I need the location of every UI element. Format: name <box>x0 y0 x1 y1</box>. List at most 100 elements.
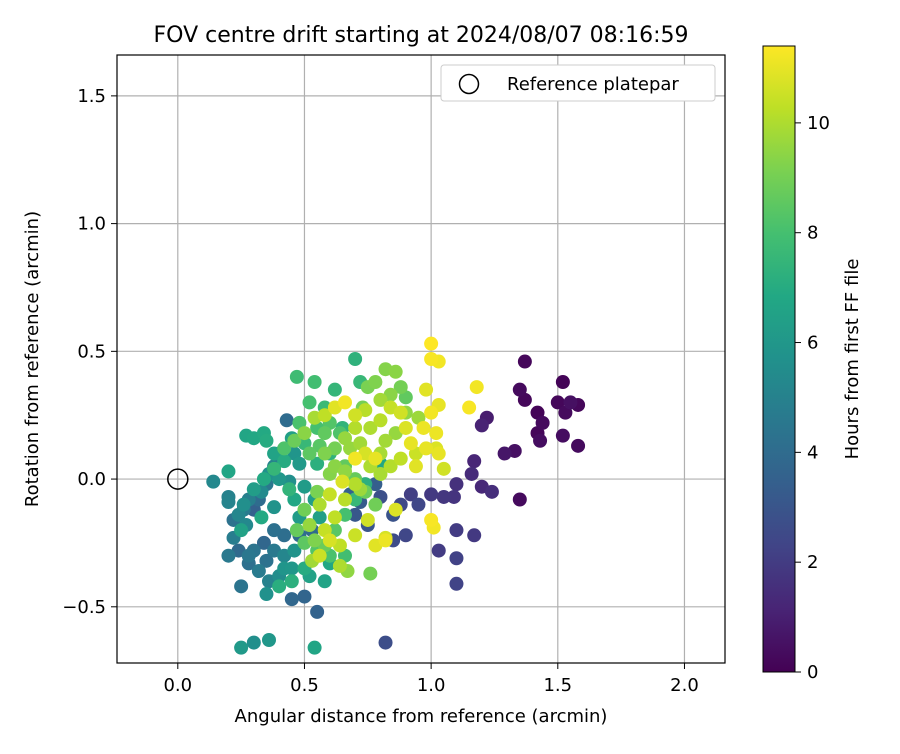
scatter-point <box>322 533 337 548</box>
scatter-point <box>497 446 512 461</box>
x-axis-ticks: 0.0 0.5 1.0 1.5 2.0 <box>163 663 699 696</box>
scatter-point <box>302 518 317 533</box>
scatter-point <box>241 548 256 563</box>
scatter-point <box>416 420 431 435</box>
scatter-point <box>571 438 586 453</box>
scatter-point <box>246 635 261 650</box>
legend-open-circle-icon <box>458 73 480 95</box>
scatter-point <box>512 492 527 507</box>
scatter-point <box>363 566 378 581</box>
scatter-point <box>267 500 282 515</box>
scatter-point <box>555 428 570 443</box>
scatter-point <box>429 426 444 441</box>
colorbar-ticks: 0 2 4 6 8 10 <box>795 113 830 683</box>
scatter-point <box>563 395 578 410</box>
scatter-point <box>332 558 347 573</box>
scatter-point <box>206 474 221 489</box>
scatter-point <box>259 553 274 568</box>
scatter-point <box>234 640 249 655</box>
scatter-point <box>282 482 297 497</box>
scatter-point <box>408 459 423 474</box>
scatter-point <box>317 426 332 441</box>
scatter-point <box>373 466 388 481</box>
scatter-point <box>464 466 479 481</box>
scatter-point <box>517 354 532 369</box>
scatter-point <box>335 474 350 489</box>
plot-frame <box>116 54 726 664</box>
colorbar-tick-label: 4 <box>807 442 818 463</box>
scatter-point <box>307 533 322 548</box>
scatter-point <box>317 574 332 589</box>
scatter-point <box>424 512 439 527</box>
x-axis-label: Angular distance from reference (arcmin) <box>235 706 608 727</box>
colorbar-tick-label: 8 <box>807 223 818 244</box>
y-tick-label: −0.5 <box>62 597 106 618</box>
scatter-point <box>348 408 363 423</box>
scatter-point <box>373 413 388 428</box>
scatter-point <box>449 523 464 538</box>
chart-title: FOV centre drift starting at 2024/08/07 … <box>154 23 689 48</box>
scatter-point <box>424 487 439 502</box>
scatter-point <box>388 502 403 517</box>
scatter-point <box>373 392 388 407</box>
scatter-point <box>297 589 312 604</box>
x-tick-label: 1.0 <box>417 675 446 696</box>
scatter-point <box>383 459 398 474</box>
scatter-point <box>348 352 363 366</box>
scatter-point <box>424 352 439 366</box>
scatter-point <box>449 576 464 591</box>
scatter-point <box>398 528 413 543</box>
scatter-point <box>277 441 292 456</box>
scatter-point <box>419 441 434 456</box>
scatter-point <box>348 507 363 522</box>
scatter-point <box>287 543 302 558</box>
scatter-point <box>338 431 352 446</box>
scatter-point <box>251 564 266 579</box>
y-tick-label: 1.5 <box>77 86 106 107</box>
scatter-point <box>317 446 332 461</box>
scatter-point <box>368 374 383 389</box>
scatter-point <box>419 382 434 397</box>
scatter-point <box>462 400 477 415</box>
scatter-point <box>436 489 451 504</box>
scatter-point <box>393 405 408 420</box>
scatter-point <box>533 433 548 448</box>
scatter-point <box>327 382 342 397</box>
scatter-point <box>234 523 249 538</box>
scatter-point <box>378 433 393 448</box>
y-tick-label: 1.0 <box>77 214 106 235</box>
scatter-point <box>256 472 271 487</box>
scatter-point <box>446 489 461 504</box>
colorbar-gradient <box>762 45 796 673</box>
scatter-point <box>289 523 304 538</box>
scatter-point <box>535 415 550 430</box>
scatter-point <box>297 502 312 517</box>
scatter-point <box>310 456 325 471</box>
scatter-point <box>467 454 482 469</box>
scatter-point <box>378 533 393 548</box>
scatter-point <box>262 633 276 648</box>
scatter-point <box>254 510 269 525</box>
scatter-point <box>256 535 271 550</box>
reference-platepar-marker <box>167 468 189 490</box>
scatter-point <box>246 482 261 497</box>
scatter-point <box>348 420 363 435</box>
scatter-points <box>206 336 586 655</box>
scatter-point <box>393 451 408 466</box>
scatter-point <box>284 561 299 576</box>
scatter-point <box>348 451 363 466</box>
x-tick-label: 0.5 <box>290 675 319 696</box>
scatter-point <box>469 380 484 395</box>
colorbar-label: Hours from first FF file <box>842 259 863 460</box>
scatter-point <box>474 418 489 433</box>
scatter-point <box>279 413 294 428</box>
scatter-point <box>338 492 352 507</box>
scatter-point <box>398 420 413 435</box>
scatter-point <box>292 456 307 471</box>
scatter-point <box>449 477 464 492</box>
scatter-point <box>403 436 418 451</box>
scatter-point <box>221 548 236 563</box>
scatter-point <box>272 579 287 594</box>
